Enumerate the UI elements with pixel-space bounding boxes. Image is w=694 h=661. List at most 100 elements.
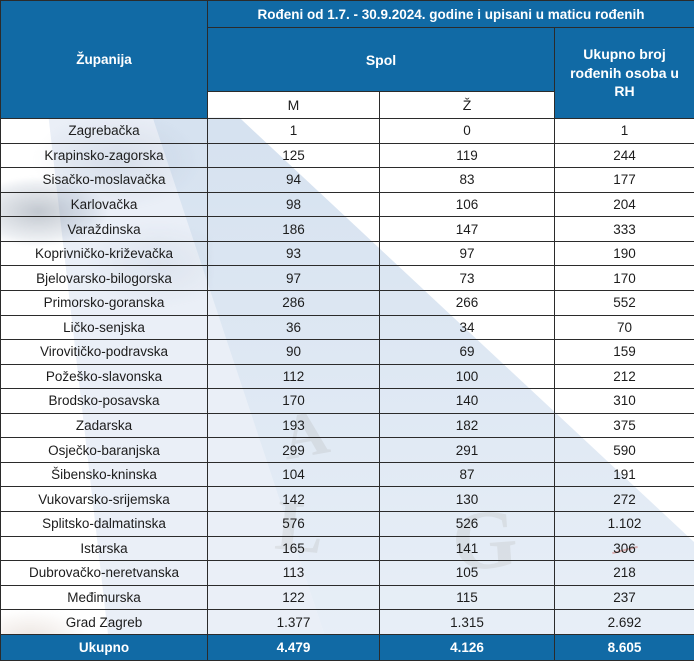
county-cell: Primorsko-goranska [0,289,208,316]
m-cell: 286 [207,289,380,316]
total-cell: 212 [553,363,694,390]
m-cell: 94 [207,167,380,193]
table-row: Istarska 165 141 306 [0,535,694,562]
total-cell: 306 [553,535,694,562]
table-row: Sisačko-moslavačka 94 83 177 [0,167,694,193]
z-cell: 73 [379,265,555,291]
m-cell: 112 [207,363,380,390]
county-cell: Međimurska [0,584,208,611]
total-cell: 1.102 [553,511,694,537]
z-cell: 0 [379,118,555,144]
total-cell: 244 [553,142,694,169]
table-row: Bjelovarsko-bilogorska 97 73 170 [0,265,694,291]
m-cell: 90 [207,339,380,365]
county-cell: Grad Zagreb [0,609,208,635]
m-cell: 113 [207,560,380,586]
table-header: Županija Rođeni od 1.7. - 30.9.2024. god… [0,0,694,119]
m-cell: 576 [207,511,380,537]
table-row: Koprivničko-križevačka 93 97 190 [0,240,694,267]
z-cell: 105 [379,560,555,586]
table-row: Grad Zagreb 1.377 1.315 2.692 [0,609,694,635]
m-cell: 186 [207,216,380,242]
county-cell: Virovitičko-podravska [0,339,208,365]
z-cell: 119 [379,142,555,169]
m-cell: 125 [207,142,380,169]
county-cell: Varaždinska [0,216,208,242]
total-cell: 552 [553,289,694,316]
column-header-z: Ž [379,91,555,119]
footer-m-total: 4.479 [207,634,380,661]
z-cell: 141 [379,535,555,562]
column-header-m: M [207,91,380,119]
table-row: Brodsko-posavska 170 140 310 [0,388,694,414]
column-group-header-spol: Spol [207,27,555,92]
m-cell: 170 [207,388,380,414]
table-row: Vukovarsko-srijemska 142 130 272 [0,486,694,512]
m-cell: 36 [207,314,380,341]
table-body: Zagrebačka 1 0 1 Krapinsko-zagorska 125 119 244… [0,118,694,635]
total-cell: 190 [553,240,694,267]
z-cell: 147 [379,216,555,242]
total-cell: 333 [553,216,694,242]
table-row: Ličko-senjska 36 34 70 [0,314,694,341]
z-cell: 100 [379,363,555,390]
total-cell: 1 [553,118,694,144]
m-cell: 1 [207,118,380,144]
table-row: Karlovačka 98 106 204 [0,191,694,218]
county-cell: Zagrebačka [0,118,208,144]
z-cell: 115 [379,584,555,611]
total-cell: 177 [553,167,694,193]
table-row: Zadarska 193 182 375 [0,412,694,439]
county-cell: Osječko-baranjska [0,437,208,463]
county-cell: Sisačko-moslavačka [0,167,208,193]
total-cell: 159 [553,339,694,365]
z-cell: 526 [379,511,555,537]
z-cell: 182 [379,412,555,439]
m-cell: 142 [207,486,380,512]
table-row: Krapinsko-zagorska 125 119 244 [0,142,694,169]
m-cell: 165 [207,535,380,562]
z-cell: 266 [379,289,555,316]
county-cell: Koprivničko-križevačka [0,240,208,267]
z-cell: 97 [379,240,555,267]
total-cell: 375 [553,412,694,439]
total-cell: 590 [553,437,694,463]
m-cell: 97 [207,265,380,291]
column-header-zupanija: Županija [0,0,208,119]
z-cell: 69 [379,339,555,365]
total-cell: 272 [553,486,694,512]
table-row: Varaždinska 186 147 333 [0,216,694,242]
m-cell: 1.377 [207,609,380,635]
total-cell: 191 [553,461,694,488]
m-cell: 299 [207,437,380,463]
table-row: Međimurska 122 115 237 [0,584,694,611]
m-cell: 122 [207,584,380,611]
table-footer: Ukupno 4.479 4.126 8.605 [0,634,694,661]
table-row: Virovitičko-podravska 90 69 159 [0,339,694,365]
m-cell: 93 [207,240,380,267]
table-row: Dubrovačko-neretvanska 113 105 218 [0,560,694,586]
title-row: Županija Rođeni od 1.7. - 30.9.2024. god… [0,0,694,119]
county-cell: Istarska [0,535,208,562]
m-cell: 104 [207,461,380,488]
z-cell: 1.315 [379,609,555,635]
z-cell: 106 [379,191,555,218]
footer-row: Ukupno 4.479 4.126 8.605 [0,634,694,661]
total-cell: 204 [553,191,694,218]
county-cell: Zadarska [0,412,208,439]
county-cell: Vukovarsko-srijemska [0,486,208,512]
z-cell: 34 [379,314,555,341]
footer-grand-total: 8.605 [553,634,694,661]
total-cell: 2.692 [553,609,694,635]
footer-label: Ukupno [0,634,208,661]
column-header-ukupno-rh: Ukupno broj rođenih osoba u RH [553,27,694,119]
table-row: Zagrebačka 1 0 1 [0,118,694,144]
table-row: Primorsko-goranska 286 266 552 [0,289,694,316]
table-row: Splitsko-dalmatinska 576 526 1.102 [0,511,694,537]
m-cell: 193 [207,412,380,439]
total-cell: 237 [553,584,694,611]
total-cell: 310 [553,388,694,414]
z-cell: 87 [379,461,555,488]
